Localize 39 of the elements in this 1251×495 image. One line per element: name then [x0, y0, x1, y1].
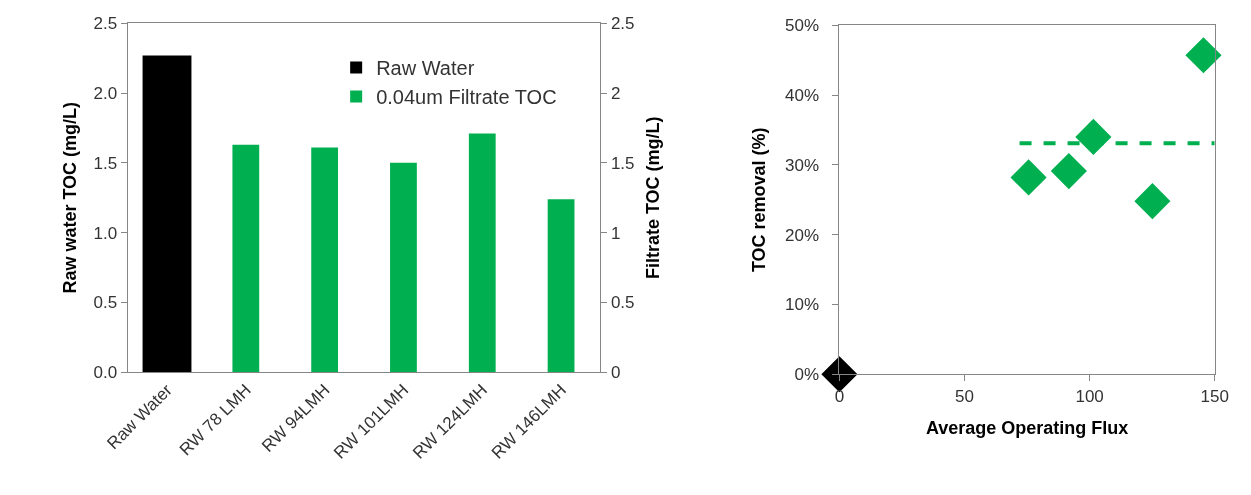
- y-tick-label: 50%: [784, 16, 820, 36]
- point: [822, 356, 857, 392]
- point: [1051, 153, 1087, 189]
- y-tick-label: 0.0: [93, 363, 118, 383]
- y2-tick-label: 0.5: [610, 293, 635, 313]
- y2-tick-label: 0: [610, 363, 621, 383]
- y-tick-label: 10%: [784, 295, 820, 315]
- bar: [390, 162, 417, 373]
- y-tick-label: 1.0: [93, 223, 118, 243]
- y2-tick-label: 2: [610, 84, 621, 103]
- y-axis-title: Raw water TOC (mg/L): [59, 101, 80, 294]
- x-axis-title: Average Operating Flux: [925, 417, 1129, 438]
- bar: [232, 144, 260, 373]
- y-tick-label: 40%: [784, 85, 820, 105]
- y-tick-label: 1.5: [93, 153, 118, 173]
- y-tick-label: 0.5: [93, 293, 118, 313]
- y-axis-title: TOC removal (%): [749, 127, 770, 273]
- y-tick-label: 2.5: [93, 14, 118, 34]
- x-tick-label: 150: [1200, 386, 1229, 406]
- y2-tick-label: 1.5: [610, 153, 635, 173]
- x-tick-label: 50: [955, 386, 974, 406]
- y-tick-label: 30%: [784, 155, 820, 175]
- y-tick-label: 20%: [784, 225, 820, 245]
- y-tick-label: 0%: [794, 365, 820, 385]
- bar: [311, 147, 339, 373]
- legend-label: 0.04um Filtrate TOC: [376, 86, 557, 109]
- y2-tick-label: 1: [610, 223, 621, 243]
- point: [1135, 183, 1170, 219]
- point: [1186, 37, 1221, 73]
- bar: [468, 133, 496, 373]
- x-tick-label: 0: [834, 386, 845, 406]
- point: [1076, 119, 1111, 155]
- legend-label: Raw Water: [376, 57, 475, 80]
- x-tick-label: 100: [1075, 386, 1104, 406]
- y2-tick-label: 2.5: [610, 14, 635, 34]
- point: [1011, 160, 1046, 195]
- y2-axis-title: Filtrate TOC (mg/L): [642, 116, 663, 280]
- y-tick-label: 2.0: [93, 84, 118, 103]
- bar: [547, 199, 575, 373]
